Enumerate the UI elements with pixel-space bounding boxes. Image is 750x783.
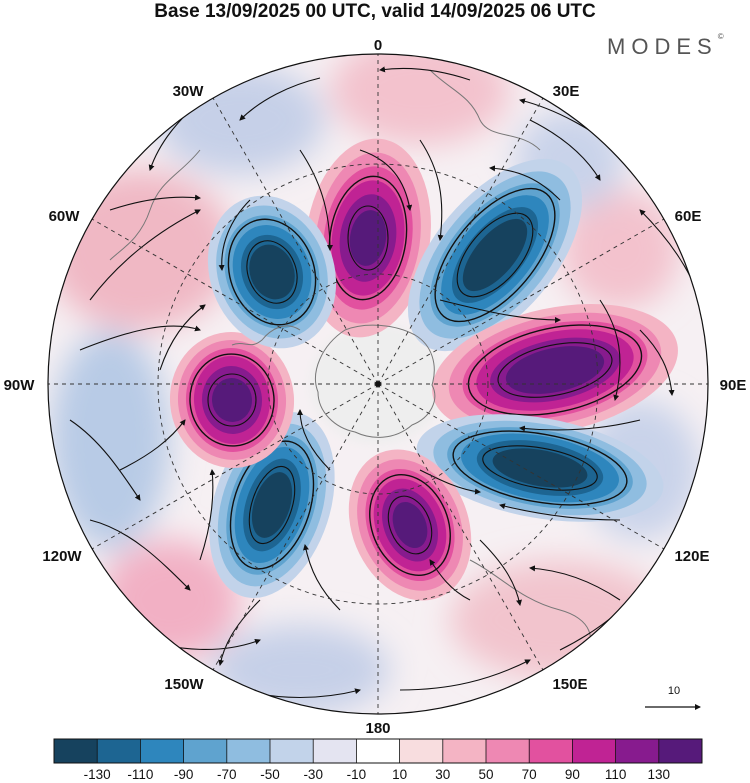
map-border bbox=[47, 53, 709, 715]
colorbar-tick-label: 90 bbox=[565, 767, 580, 782]
colorbar-swatch bbox=[54, 739, 98, 763]
colorbar-tick-label: -10 bbox=[347, 767, 367, 782]
colorbar-tick-label: -130 bbox=[84, 767, 111, 782]
colorbar-swatch bbox=[270, 739, 314, 763]
colorbar-tick-label: -50 bbox=[260, 767, 280, 782]
colorbar-tick-label: -90 bbox=[174, 767, 194, 782]
vortex-100w bbox=[169, 332, 295, 468]
coastline-1 bbox=[231, 325, 301, 346]
lon-label-0: 0 bbox=[374, 37, 382, 54]
colorbar-swatch bbox=[399, 739, 444, 763]
colorbar-swatch bbox=[313, 739, 357, 763]
vortex-circulation bbox=[207, 205, 613, 555]
colorbar-swatch bbox=[226, 739, 271, 763]
colorbar-swatch bbox=[658, 739, 703, 763]
colorbar-tick-label: 110 bbox=[605, 767, 627, 782]
coastline-4 bbox=[109, 149, 201, 261]
colorbar-swatch bbox=[356, 739, 400, 763]
colorbar-tick-label: 70 bbox=[522, 767, 537, 782]
vortex-110e bbox=[416, 414, 664, 522]
colorbar-swatch bbox=[572, 739, 616, 763]
reference-vector-label: 10 bbox=[668, 685, 680, 697]
colorbar-tick-label: -30 bbox=[303, 767, 323, 782]
lon-label-150w: 150W bbox=[164, 676, 204, 693]
lon-label-120w: 120W bbox=[42, 548, 82, 565]
lon-label-90e: 90E bbox=[720, 377, 747, 394]
polar-map-disc bbox=[48, 54, 708, 714]
colorbar-swatch bbox=[140, 739, 184, 763]
graticule-meridians bbox=[48, 54, 708, 714]
lon-label-90w: 90W bbox=[4, 377, 36, 394]
lon-label-120e: 120E bbox=[674, 548, 709, 565]
map-title: Base 13/09/2025 00 UTC, valid 14/09/2025… bbox=[154, 1, 596, 22]
colorbar-tick-label: -110 bbox=[127, 767, 153, 782]
colorbar-swatch bbox=[183, 739, 228, 763]
vortex-160e bbox=[348, 449, 472, 601]
lon-label-60w: 60W bbox=[49, 208, 81, 225]
colorbar-swatch bbox=[529, 739, 573, 763]
brand-logo: MODES© bbox=[607, 32, 724, 59]
lon-label-30w: 30W bbox=[173, 83, 205, 100]
lon-label-180: 180 bbox=[365, 720, 390, 737]
colorbar-frame bbox=[53, 738, 703, 764]
colorbar-swatch bbox=[486, 739, 530, 763]
colorbar-tick-label: 10 bbox=[392, 767, 407, 782]
lon-label-60e: 60E bbox=[675, 208, 702, 225]
colorbar-tick-label: 50 bbox=[478, 767, 493, 782]
colorbar-tick-label: -70 bbox=[217, 767, 237, 782]
colorbar-tick-label: 130 bbox=[648, 767, 671, 782]
lon-label-150e: 150E bbox=[552, 676, 587, 693]
antarctica-coast bbox=[315, 324, 436, 438]
lon-label-30e: 30E bbox=[553, 83, 580, 100]
coastline-2 bbox=[429, 69, 541, 151]
vortex-0 bbox=[305, 138, 431, 338]
south-pole-marker bbox=[375, 381, 381, 387]
graticule-parallels bbox=[157, 163, 599, 605]
copyright-mark: © bbox=[717, 32, 724, 41]
colorbar: -130 -110 -90 -70 -50 -30 -10 10 30 50 70 90 110 130 bbox=[53, 738, 703, 782]
colorbar-swatch bbox=[442, 739, 487, 763]
colorbar-tick-label: 30 bbox=[435, 767, 450, 782]
colorbar-swatch bbox=[97, 739, 141, 763]
colorbar-swatch bbox=[615, 739, 660, 763]
